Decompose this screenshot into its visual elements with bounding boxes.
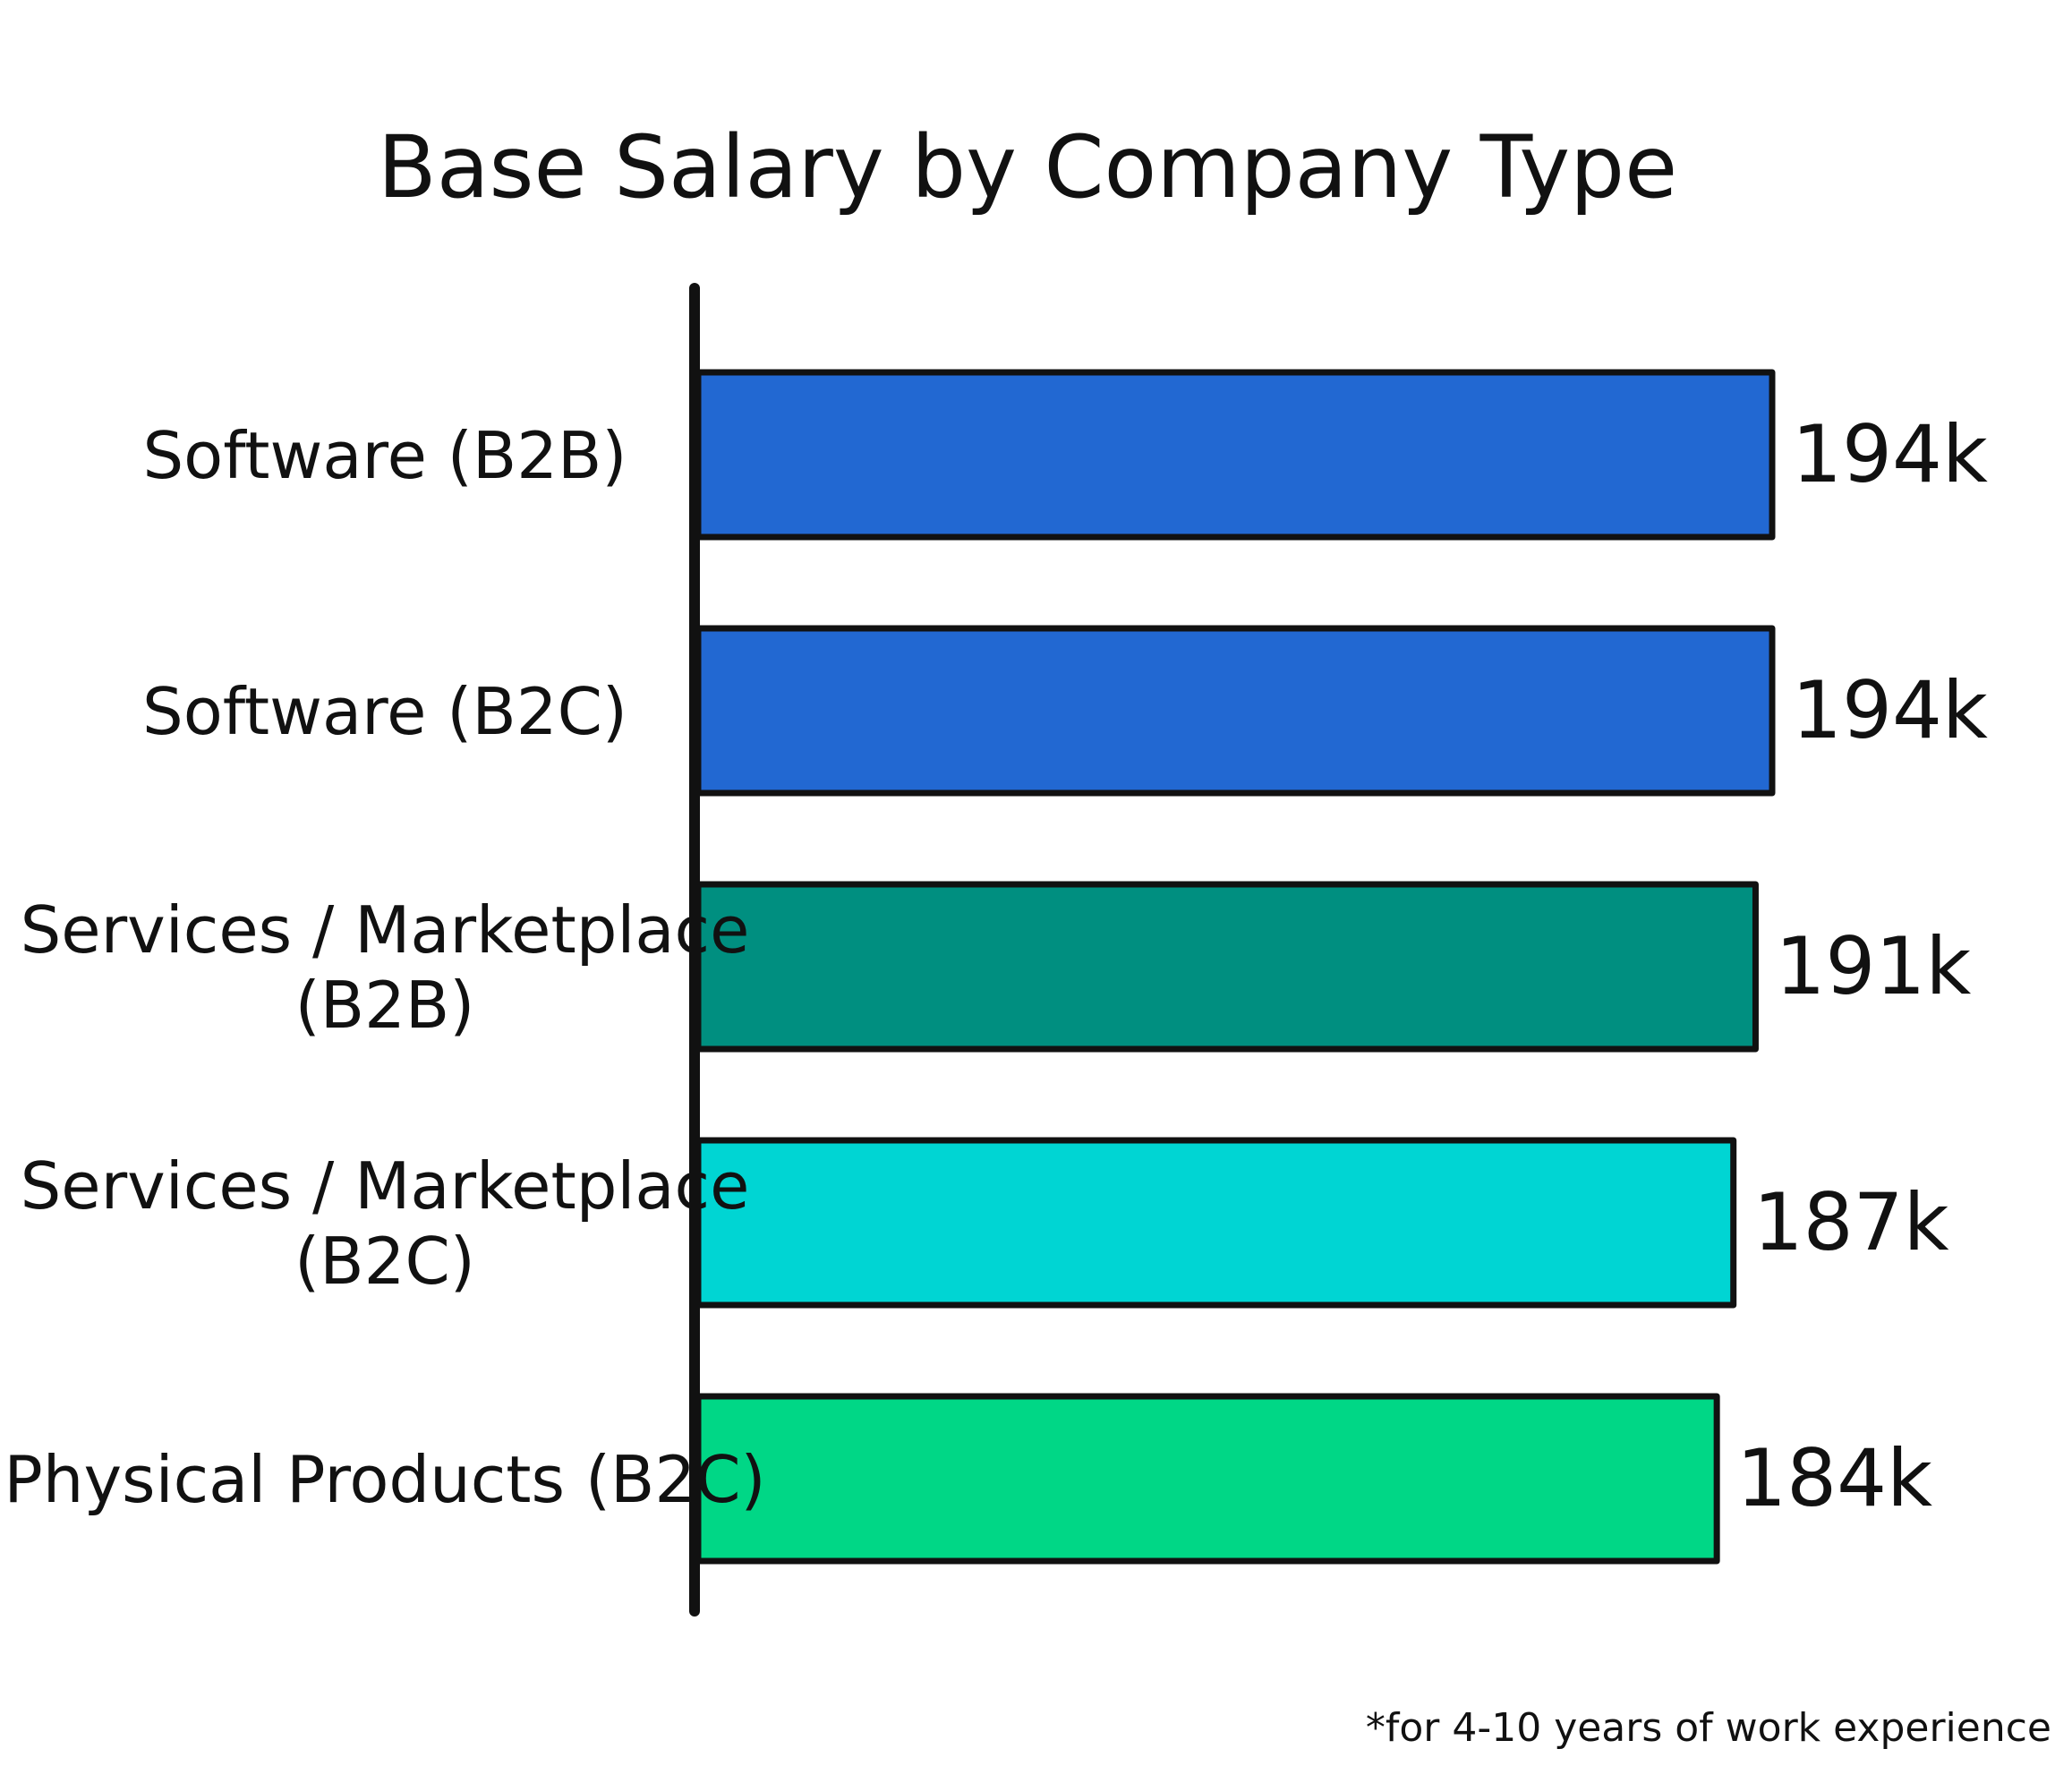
- bar-value-label: 184k: [1736, 1432, 1932, 1524]
- bar: [695, 1137, 1737, 1309]
- bar: [695, 625, 1776, 797]
- category-label-line: (B2C): [294, 1224, 475, 1299]
- bar-value-label: 194k: [1792, 664, 1988, 756]
- category-label: Software (B2C): [142, 674, 627, 749]
- category-label-line: Software (B2B): [142, 418, 627, 493]
- bar-value-label: 191k: [1775, 920, 1971, 1012]
- category-label: Services / Marketplace (B2B): [21, 892, 750, 1043]
- category-label-line: (B2B): [295, 968, 475, 1043]
- bar: [695, 369, 1776, 541]
- category-label: Services / Marketplace (B2C): [21, 1148, 750, 1299]
- bar-value-label: 194k: [1792, 408, 1988, 500]
- bars-layer: 194k Software (B2B) 194k Software (B2C) 191k…: [4, 369, 1988, 1565]
- category-label-line: Services / Marketplace: [21, 1148, 750, 1224]
- category-label-line: Software (B2C): [142, 674, 627, 749]
- bar: [695, 881, 1759, 1053]
- footnote: *for 4-10 years of work experience: [1366, 1705, 2051, 1751]
- category-label-line: Services / Marketplace: [21, 892, 750, 968]
- category-label-line: Physical Products (B2C): [4, 1442, 765, 1517]
- category-label: Physical Products (B2C): [4, 1442, 765, 1517]
- category-label: Software (B2B): [142, 418, 627, 493]
- bar: [695, 1393, 1720, 1565]
- bar-value-label: 187k: [1753, 1176, 1949, 1268]
- chart-title: Base Salary by Company Type: [378, 117, 1677, 218]
